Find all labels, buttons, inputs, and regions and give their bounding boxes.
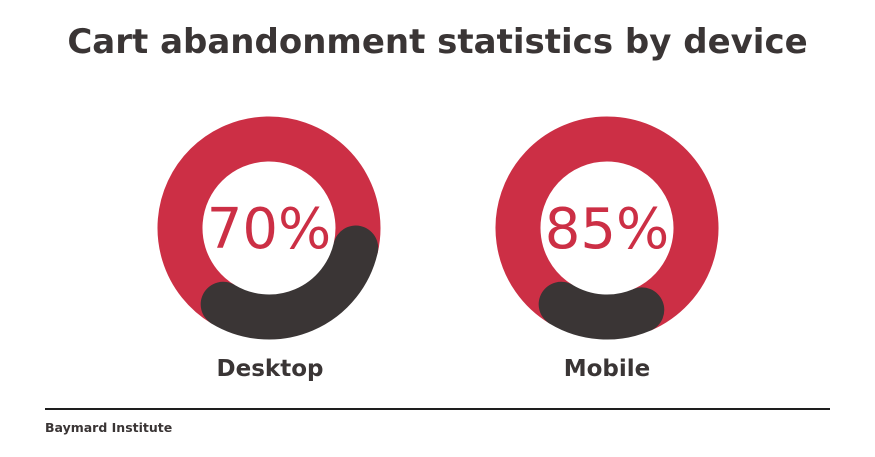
value-label-mobile: 85% [545,197,669,262]
label-mobile: Mobile [563,356,651,382]
donut-segment-abandoned-desktop [157,116,381,324]
value-label-desktop: 70% [207,197,331,262]
donut-segment-abandoned-mobile [495,116,719,331]
label-desktop: Desktop [216,356,324,382]
donut-segment-remainder-mobile [538,281,665,340]
chart-title: Cart abandonment statistics by device [67,22,808,62]
donut-segment-remainder-desktop [200,225,379,340]
source-credit: Baymard Institute [45,420,173,435]
footer-divider [45,408,830,410]
donut-group: 70% 85% [157,116,719,340]
